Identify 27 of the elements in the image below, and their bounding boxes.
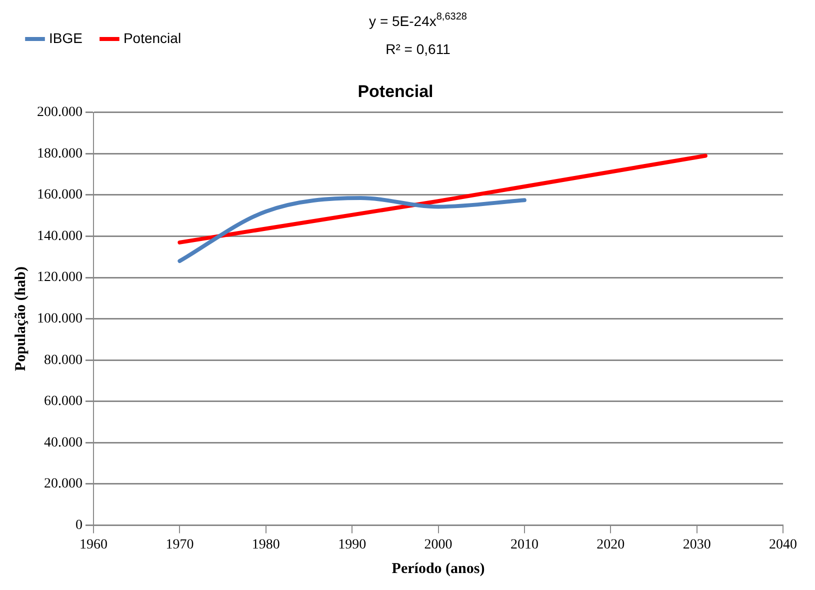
x-tick-label: 1970 (166, 537, 194, 552)
y-tick-label: 200.000 (37, 105, 82, 120)
x-tick-label: 2000 (424, 537, 452, 552)
y-tick-label: 160.000 (37, 188, 82, 203)
y-tick-label: 0 (76, 518, 82, 533)
x-axis-title: Período (anos) (392, 560, 485, 577)
legend-label: Potencial (123, 30, 182, 46)
y-tick-label: 100.000 (37, 311, 82, 326)
y-tick-label: 80.000 (44, 352, 82, 368)
x-tick-label: 1960 (80, 537, 108, 552)
line-series (178, 196, 526, 264)
y-tick-label: 120.000 (37, 270, 82, 286)
x-tick-label: 2010 (510, 537, 538, 552)
y-axis-title: População (hab) (12, 266, 29, 372)
x-tick-label: 2020 (596, 537, 625, 552)
x-tick-label: 2040 (769, 537, 797, 552)
y-tick-label: 140.000 (37, 228, 82, 244)
text: R² = 0,611 (386, 41, 451, 57)
y-tick-label: 40.000 (44, 435, 82, 450)
y-tick-label: 20.000 (44, 476, 82, 492)
x-tick-label: 2030 (682, 537, 711, 552)
x-tick-label: 1990 (338, 537, 366, 552)
legend-label: IBGE (49, 30, 82, 46)
y-tick-label: 180.000 (37, 146, 82, 162)
y-tick-label: 60.000 (44, 394, 82, 410)
chart-title: Potencial (358, 82, 434, 101)
x-tick-label: 1980 (252, 537, 280, 552)
